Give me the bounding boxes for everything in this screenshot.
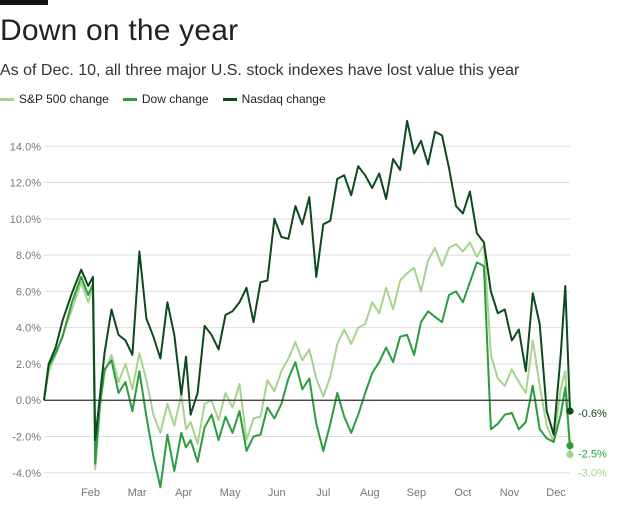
x-tick-label: Mar [128,487,147,499]
chart-title: Down on the year [0,14,239,47]
series-line-nasdaq [43,119,571,442]
legend-label-sp500: S&P 500 change [19,92,109,106]
x-tick-label: Feb [81,487,100,499]
y-tick-label: 4.0% [16,323,41,335]
legend-item-sp500: S&P 500 change [0,92,109,106]
series-line-sp500 [43,241,571,471]
legend-label-dow: Dow change [141,92,209,106]
x-tick-label: Jun [268,487,286,499]
y-tick-label: -2.0% [12,432,41,444]
x-tick-label: Sep [407,487,427,499]
end-label-sp500: -3.0% [578,468,607,480]
end-point-sp500 [566,451,574,459]
legend-swatch-dow [122,97,137,101]
legend: S&P 500 change Dow change Nasdaq change [0,92,340,106]
legend-label-nasdaq: Nasdaq change [241,92,326,106]
y-tick-label: 14.0% [10,141,41,153]
y-tick-label: 12.0% [10,178,41,190]
x-tick-label: May [220,487,241,499]
legend-swatch-nasdaq [222,97,237,101]
chart-subtitle: As of Dec. 10, all three major U.S. stoc… [0,62,520,79]
end-label-dow: -2.5% [578,449,607,461]
end-label-nasdaq: -0.6% [578,408,607,420]
legend-item-dow: Dow change [122,92,209,106]
series-line-dow [43,261,571,489]
y-tick-label: 2.0% [16,359,41,371]
end-point-nasdaq [566,407,574,415]
x-tick-label: Oct [454,487,471,499]
end-point-dow [566,441,574,450]
x-tick-label: Jul [316,487,330,499]
y-tick-label: 0.0% [16,395,41,407]
line-chart: -4.0% -2.0% 0.0% 2.0% 4.0% 6.0% 8.0% 10.0% 12.0%… [10,119,607,499]
x-tick-label: Dec [546,487,566,499]
y-tick-label: 10.0% [10,214,41,226]
x-tick-label: Aug [360,487,380,499]
top-accent-bar [0,0,48,5]
legend-item-nasdaq: Nasdaq change [222,92,326,106]
y-tick-label: 6.0% [16,286,41,298]
y-tick-label: 8.0% [16,250,41,262]
y-tick-label: -4.0% [12,468,41,480]
x-tick-label: Nov [500,487,520,499]
legend-swatch-sp500 [0,97,14,101]
x-tick-label: Apr [175,487,192,499]
